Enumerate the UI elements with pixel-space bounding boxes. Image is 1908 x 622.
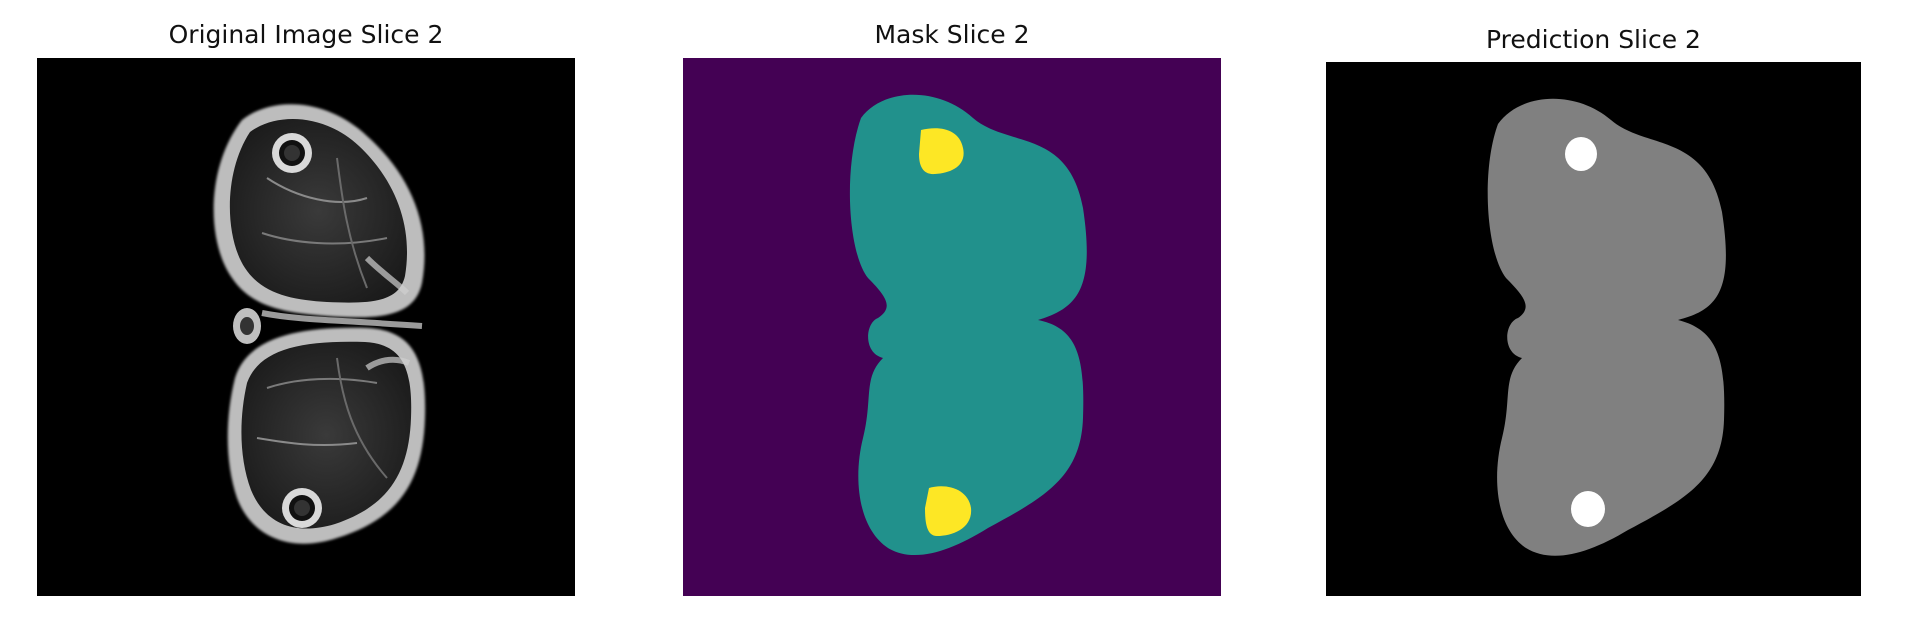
panel-mask: Mask Slice 2: [683, 16, 1221, 596]
panel-prediction: Prediction Slice 2: [1326, 16, 1861, 596]
mri-image: [37, 58, 575, 596]
mask-image: [683, 58, 1221, 596]
panel-original-image: Original Image Slice 2: [37, 16, 575, 596]
panel-title: Mask Slice 2: [874, 20, 1030, 49]
panel-title: Original Image Slice 2: [168, 20, 444, 49]
panel-title: Prediction Slice 2: [1486, 25, 1701, 54]
prediction-image: [1326, 62, 1861, 596]
